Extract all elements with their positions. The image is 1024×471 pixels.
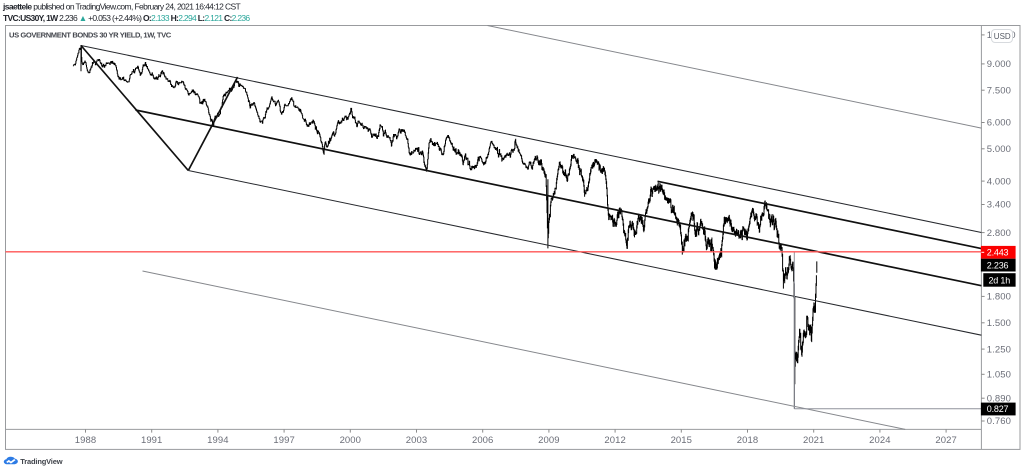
svg-text:4.000: 4.000 [987,176,1011,187]
svg-text:2015: 2015 [671,435,692,446]
svg-text:1.050: 1.050 [987,370,1011,381]
svg-text:US GOVERNMENT BONDS 30 YR YIEL: US GOVERNMENT BONDS 30 YR YIELD, 1W, TVC [9,31,172,40]
svg-text:2006: 2006 [472,435,493,446]
svg-text:2000: 2000 [340,435,361,446]
svg-text:0.760: 0.760 [987,416,1011,427]
svg-text:TradingView: TradingView [20,457,62,466]
svg-text:2024: 2024 [869,435,890,446]
svg-text:jsaettele published on Trading: jsaettele published on TradingView.com, … [2,2,241,12]
svg-text:2.800: 2.800 [987,228,1011,239]
svg-text:1994: 1994 [207,435,228,446]
svg-text:1997: 1997 [273,435,294,446]
svg-text:2018: 2018 [737,435,758,446]
svg-text:9.000: 9.000 [987,59,1011,70]
svg-text:2009: 2009 [538,435,559,446]
svg-text:1.250: 1.250 [987,344,1011,355]
svg-text:1988: 1988 [75,435,96,446]
svg-text:2d 1h: 2d 1h [989,275,1011,285]
svg-text:2027: 2027 [935,435,956,446]
svg-text:2012: 2012 [604,435,625,446]
svg-text:1991: 1991 [141,435,162,446]
svg-text:0.890: 0.890 [987,393,1011,404]
svg-text:2.236: 2.236 [987,260,1009,270]
svg-text:TVC:US30Y, 1W 2.236 ▲ +0.053: TVC:US30Y, 1W 2.236 ▲ +0.053 (+2.44%) O:… [3,13,250,23]
svg-text:2003: 2003 [406,435,427,446]
svg-text:1.800: 1.800 [987,292,1011,303]
svg-text:6.000: 6.000 [987,118,1011,129]
svg-text:2021: 2021 [803,435,824,446]
svg-text:USD: USD [994,32,1011,41]
svg-text:0.827: 0.827 [987,404,1009,414]
svg-text:1.500: 1.500 [987,318,1011,329]
svg-text:7.500: 7.500 [987,85,1011,96]
svg-text:5.000: 5.000 [987,144,1011,155]
svg-text:2.443: 2.443 [987,248,1009,258]
svg-text:3.400: 3.400 [987,200,1011,211]
